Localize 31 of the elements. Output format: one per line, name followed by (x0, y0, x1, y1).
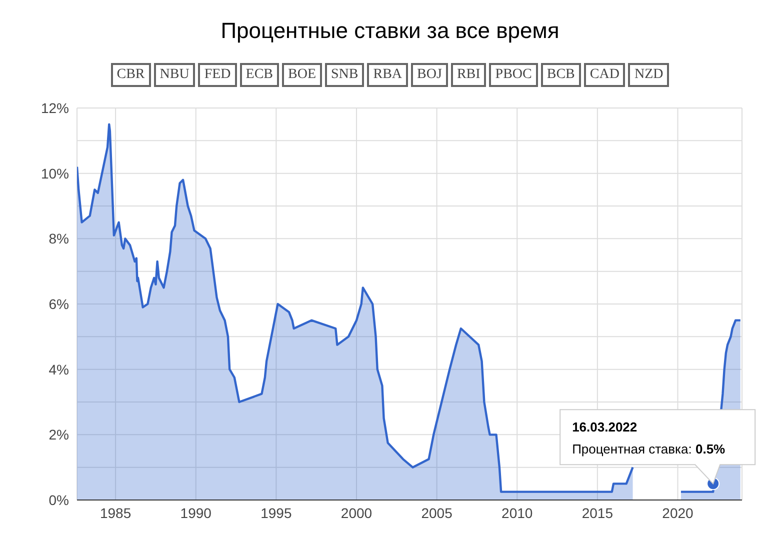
y-tick-label: 8% (48, 230, 69, 247)
y-tick-label: 10% (40, 165, 69, 182)
callout-box: 16.03.2022 Процентная ставка: 0.5% (560, 409, 756, 485)
text: BOJ (411, 63, 448, 87)
text: BCB (540, 63, 581, 87)
x-tick-label: 1985 (100, 504, 132, 521)
text: NZD (628, 63, 670, 87)
text: CBR (110, 63, 151, 87)
annotation: 16.03.2022 Процентная ставка: 0.5% (572, 420, 726, 457)
x-tick-label: 2000 (340, 504, 372, 521)
y-tick-label: 0% (48, 492, 69, 508)
x-tick-label: 2010 (502, 504, 533, 521)
y-tick-label: 2% (48, 426, 69, 443)
x-tick-label: 2005 (421, 504, 453, 521)
y-tick-label: 12% (40, 100, 69, 116)
text: RBA (367, 63, 408, 87)
x-tick-label: 1995 (260, 504, 292, 521)
text: RBI (450, 63, 486, 87)
x-tick-label: 1990 (180, 504, 212, 521)
chart-title: Процентные ставки за все время (220, 18, 560, 44)
text: SNB (325, 63, 364, 87)
text: ECB (240, 63, 280, 87)
y-tick-label: 4% (48, 361, 69, 378)
text: FED (198, 63, 237, 87)
text: CAD (584, 63, 626, 87)
text: NBU (154, 63, 196, 87)
text: PBOC (489, 63, 538, 87)
x-tick-label: 2015 (582, 504, 614, 521)
y-tick-label: 6% (48, 296, 69, 312)
x-tick-label: 2020 (662, 504, 694, 521)
text: BOE (282, 63, 322, 87)
